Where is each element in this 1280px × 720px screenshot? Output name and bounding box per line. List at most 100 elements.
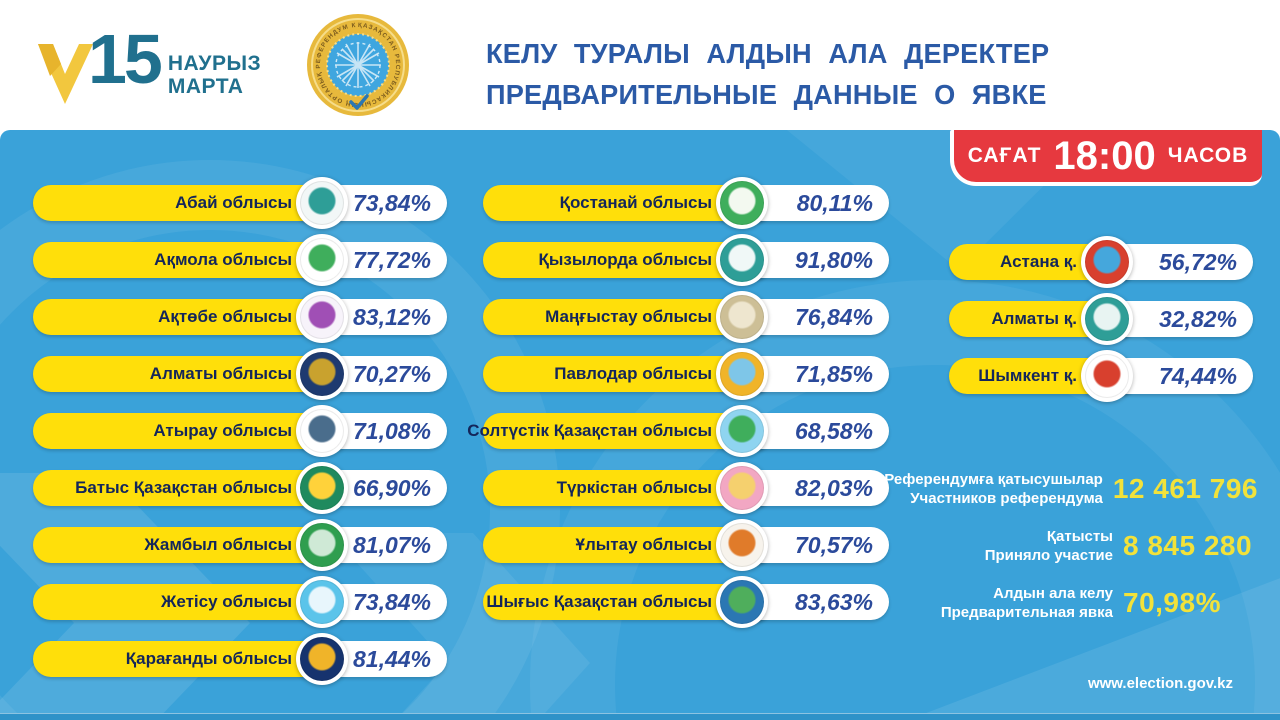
region-emblem-art [1085, 297, 1129, 341]
region-name: Атырау облысы [153, 421, 292, 440]
region-emblem-art [300, 580, 344, 624]
region-turnout-value: 70,27% [352, 360, 431, 387]
region-emblem-art [300, 637, 344, 681]
region-emblem-icon [296, 177, 348, 229]
stat-turnout-value: 70,98% [1123, 587, 1221, 618]
region-turnout-value: 71,08% [352, 417, 431, 444]
region-name-pill: Алматы облысы [33, 356, 345, 392]
stat-label-ru: Предварительная явка [940, 604, 1113, 621]
region-row: Алматы облысы 70,27% [33, 348, 447, 400]
checkmark-icon [38, 44, 93, 104]
bottom-bar [0, 713, 1280, 720]
region-emblem-art [300, 466, 344, 510]
region-emblem-icon [296, 576, 348, 628]
region-row: Жамбыл облысы 81,07% [33, 519, 447, 571]
region-name: Қызылорда облысы [538, 250, 712, 269]
region-name: Жетісу облысы [160, 592, 292, 611]
region-turnout-value: 56,72% [1158, 248, 1237, 275]
region-emblem-icon [296, 348, 348, 400]
region-emblem-art [1085, 354, 1129, 398]
region-row: Шымкент қ. 74,44% [949, 350, 1253, 402]
region-name: Ұлытау облысы [575, 535, 712, 554]
region-turnout-value: 80,11% [796, 189, 873, 216]
stat-label-ru: Приняло участие [984, 547, 1113, 564]
region-emblem-icon [296, 405, 348, 457]
title-line-kk: КЕЛУ ТУРАЛЫ АЛДЫН АЛА ДЕРЕКТЕР [486, 38, 1050, 69]
region-emblem-icon [296, 462, 348, 514]
title-line-ru: ПРЕДВАРИТЕЛЬНЫЕ ДАННЫЕ О ЯВКЕ [486, 79, 1047, 110]
region-name: Алматы облысы [149, 364, 292, 383]
region-row: Ақмола облысы 77,72% [33, 234, 447, 286]
region-name: Шығыс Қазақстан облысы [486, 592, 712, 611]
region-emblem-icon [716, 177, 768, 229]
region-turnout-value: 66,90% [352, 474, 431, 501]
region-turnout-value: 73,84% [352, 588, 431, 615]
region-emblem-art [720, 295, 764, 339]
region-emblem-icon [296, 234, 348, 286]
time-badge-time: 18:00 [1053, 133, 1156, 178]
regions-column-1: Абай облысы 73,84% Ақмола облысы 77,72% … [33, 177, 447, 698]
region-emblem-icon [1081, 293, 1133, 345]
region-name: Батыс Қазақстан облысы [75, 478, 292, 497]
region-turnout-value: 81,44% [352, 645, 431, 672]
region-row: Ұлытау облысы 70,57% [483, 519, 889, 571]
region-emblem-icon [1081, 236, 1133, 288]
region-emblem-icon [716, 348, 768, 400]
region-row: Алматы қ. 32,82% [949, 293, 1253, 345]
region-name: Шымкент қ. [978, 366, 1077, 385]
region-turnout-value: 71,85% [794, 360, 873, 387]
region-turnout-value: 83,63% [794, 588, 873, 615]
region-emblem-art [300, 523, 344, 567]
region-row: Қостанай облысы 80,11% [483, 177, 889, 229]
region-row: Астана қ. 56,72% [949, 236, 1253, 288]
region-emblem-art [300, 181, 344, 225]
region-name-pill: Ақтөбе облысы [33, 299, 345, 335]
region-row: Солтүстік Қазақстан облысы 68,58% [467, 405, 889, 457]
logo-day: 15 [88, 20, 163, 98]
region-name: Абай облысы [175, 193, 292, 212]
region-row: Түркістан облысы 82,03% [483, 462, 889, 514]
main-panel: САҒАТ 18:00 ЧАСОВ Абай облысы 73,84% Ақм… [0, 130, 1280, 713]
region-name: Алматы қ. [991, 309, 1077, 328]
header: 15 НАУРЫЗ МАРТА ҚАЗАҚСТАН РЕСПУБЛИКАСЫНЫ… [0, 0, 1280, 130]
stat-participants-value: 12 461 796 [1112, 473, 1258, 504]
region-emblem-art [300, 409, 344, 453]
stat-label-kk: Қатысты [1046, 528, 1113, 545]
region-name: Қарағанды облысы [125, 649, 292, 668]
region-name: Маңғыстау облысы [545, 307, 712, 326]
stat-label-kk: Алдын ала келу [993, 585, 1113, 602]
region-row: Жетісу облысы 73,84% [33, 576, 447, 628]
region-emblem-art [300, 352, 344, 396]
region-emblem-art [720, 352, 764, 396]
region-row: Қызылорда облысы 91,80% [483, 234, 889, 286]
region-emblem-icon [716, 234, 768, 286]
stat-participants-label: Референдумға қатысушылар Участников рефе… [884, 470, 1103, 508]
region-turnout-value: 68,58% [794, 417, 873, 444]
region-row: Павлодар облысы 71,85% [483, 348, 889, 400]
commission-emblem-icon: ҚАЗАҚСТАН РЕСПУБЛИКАСЫНЫҢ ОРТАЛЫҚ РЕФЕРЕ… [301, 7, 411, 118]
region-name-pill: Жетісу облысы [33, 584, 345, 620]
regions-column-2: Қостанай облысы 80,11% Қызылорда облысы … [467, 177, 889, 641]
logo-months: НАУРЫЗ МАРТА [168, 52, 261, 98]
stat-label-kk: Референдумға қатысушылар [884, 471, 1103, 488]
region-row: Атырау облысы 71,08% [33, 405, 447, 457]
stat-turnout: Алдын ала келу Предварительная явка 70,9… [884, 581, 1258, 625]
region-turnout-value: 82,03% [794, 474, 873, 501]
time-badge-prefix: САҒАТ [967, 144, 1042, 167]
region-row: Абай облысы 73,84% [33, 177, 447, 229]
region-name: Солтүстік Қазақстан облысы [467, 421, 712, 440]
region-name: Түркістан облысы [556, 478, 712, 497]
date-logo: 15 НАУРЫЗ МАРТА [36, 20, 261, 106]
stat-turnout-label: Алдын ала келу Предварительная явка [941, 584, 1113, 622]
region-name: Ақтөбе облысы [158, 307, 292, 326]
region-name: Павлодар облысы [554, 364, 712, 383]
region-emblem-art [720, 580, 764, 624]
region-turnout-value: 91,80% [794, 246, 873, 273]
region-row: Ақтөбе облысы 83,12% [33, 291, 447, 343]
region-name-pill: Қарағанды облысы [33, 641, 345, 677]
region-turnout-value: 83,12% [352, 303, 431, 330]
region-emblem-icon [716, 576, 768, 628]
region-turnout-value: 81,07% [352, 531, 431, 558]
region-emblem-art [1085, 240, 1129, 284]
region-name-pill: Жамбыл облысы [33, 527, 345, 563]
